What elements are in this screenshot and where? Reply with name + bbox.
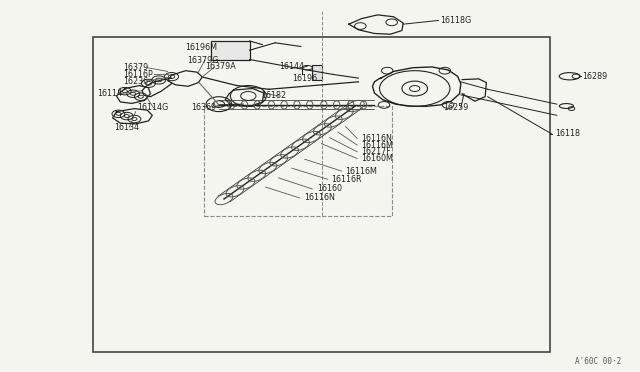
Text: 16196: 16196 xyxy=(292,74,317,83)
Text: 16369: 16369 xyxy=(191,103,216,112)
Text: 16379G: 16379G xyxy=(187,56,218,65)
Bar xyxy=(93,37,550,352)
Text: 16134: 16134 xyxy=(114,123,139,132)
Text: 16160: 16160 xyxy=(317,185,342,193)
Bar xyxy=(211,41,250,60)
Text: A'60C 00·2: A'60C 00·2 xyxy=(575,357,621,366)
Bar xyxy=(204,106,392,216)
Text: 16289: 16289 xyxy=(582,72,607,81)
Text: 16116P: 16116P xyxy=(124,70,153,79)
Text: 16259: 16259 xyxy=(443,103,468,112)
Text: 16144: 16144 xyxy=(279,62,304,71)
Text: 16118: 16118 xyxy=(556,129,580,138)
Text: 16182: 16182 xyxy=(261,92,286,100)
Text: 16114G: 16114G xyxy=(138,103,169,112)
Text: 16116R: 16116R xyxy=(332,175,362,184)
Text: 16217F: 16217F xyxy=(361,147,390,156)
Text: 16379A: 16379A xyxy=(205,62,236,71)
Text: 16114: 16114 xyxy=(97,89,122,98)
Bar xyxy=(312,65,322,80)
Text: 16118G: 16118G xyxy=(440,16,472,25)
Text: 16116M: 16116M xyxy=(346,167,378,176)
Text: 16379: 16379 xyxy=(124,63,148,72)
Text: 16236: 16236 xyxy=(124,77,148,86)
Text: 16196M: 16196M xyxy=(186,43,218,52)
Text: 16116M: 16116M xyxy=(361,141,393,150)
Text: 16116N: 16116N xyxy=(304,193,335,202)
Text: 16116N: 16116N xyxy=(361,134,392,143)
Text: 16160M: 16160M xyxy=(361,154,393,163)
